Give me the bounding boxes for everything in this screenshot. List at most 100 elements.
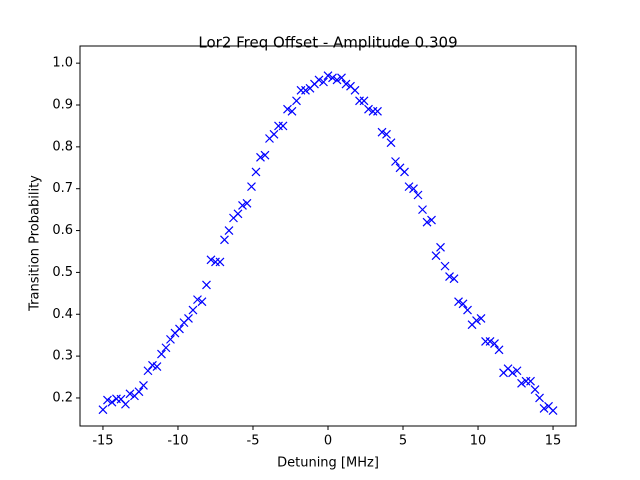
data-point [184,314,193,323]
data-point [98,405,108,415]
data-point [409,184,418,194]
data-point [476,314,486,323]
data-point [157,349,166,359]
data-point [530,385,540,395]
data-point [359,96,369,106]
data-point [386,138,396,148]
data-point [328,73,337,83]
data-point [296,85,306,95]
data-point [283,104,292,114]
data-point [332,75,342,85]
data-point [166,334,175,344]
data-point [233,209,243,219]
data-point [274,121,283,131]
data-point [436,242,445,252]
data-point [202,280,211,290]
data-point [422,217,432,227]
data-point [400,167,409,177]
data-point [193,295,202,305]
data-point [517,378,526,388]
data-point [107,397,117,407]
data-point [463,305,472,315]
y-tick-label: 0.2 [52,390,73,405]
data-point [377,127,387,137]
data-point [197,297,207,307]
data-point [143,366,153,376]
data-point [152,362,162,371]
data-point [472,316,481,325]
data-point [431,251,441,261]
data-point [292,96,301,106]
data-point [440,261,450,271]
data-point [445,272,454,282]
x-tick-label: 15 [545,434,562,449]
data-point [224,226,234,235]
data-point [350,85,360,95]
x-tick-label: 10 [470,434,487,449]
x-tick-label: -5 [247,434,260,449]
data-point [161,343,171,353]
data-point [494,345,504,355]
data-point [413,190,423,200]
data-point [319,77,328,87]
data-point [526,376,535,386]
data-point [247,182,256,192]
data-point [260,150,270,160]
y-tick-label: 0.4 [52,307,73,322]
data-point [242,198,252,208]
data-point [287,106,297,116]
y-axis-label: Transition Probability [28,175,43,312]
data-point [220,235,229,245]
data-point [206,255,216,265]
data-point [373,106,382,116]
data-point [314,75,324,85]
data-point [485,337,495,346]
data-point [364,104,373,114]
y-tick-label: 0.3 [52,349,73,364]
data-point [238,201,247,210]
data-point [449,274,459,284]
data-point [278,121,288,131]
data-point [256,152,265,162]
x-tick-label: -15 [92,434,113,449]
data-point [134,387,144,397]
data-point [175,324,184,334]
data-point [355,96,364,106]
data-point [337,73,346,83]
data-point [323,71,333,81]
data-point [458,299,468,309]
data-point [418,205,427,215]
y-tick-label: 0.5 [52,265,73,280]
data-point [490,339,499,348]
data-point [121,399,130,409]
x-tick-label: 5 [399,434,407,449]
data-point [391,157,400,166]
data-point [103,395,112,405]
data-point [139,380,148,390]
chart-title: Lor2 Freq Offset - Amplitude 0.309 [198,34,457,52]
data-point [508,368,517,378]
data-point [427,215,436,225]
y-tick-label: 1.0 [52,56,73,71]
data-point [512,366,522,376]
data-point [188,305,198,315]
x-axis-label: Detuning [MHz] [277,456,379,471]
y-tick-label: 0.7 [52,181,73,196]
data-point [539,403,549,413]
data-point [215,257,225,267]
data-point [341,79,351,89]
data-point [301,85,310,95]
data-point [404,182,414,192]
y-tick-label: 0.8 [52,139,73,154]
data-point [454,297,463,307]
data-point [251,167,261,177]
data-point [535,393,544,403]
x-tick-label: -10 [167,434,188,449]
y-tick-label: 0.9 [52,98,73,113]
data-point [269,129,279,139]
data-point [548,406,558,415]
data-point [382,129,391,139]
x-tick-label: 0 [324,434,332,449]
y-tick-label: 0.6 [52,223,73,238]
